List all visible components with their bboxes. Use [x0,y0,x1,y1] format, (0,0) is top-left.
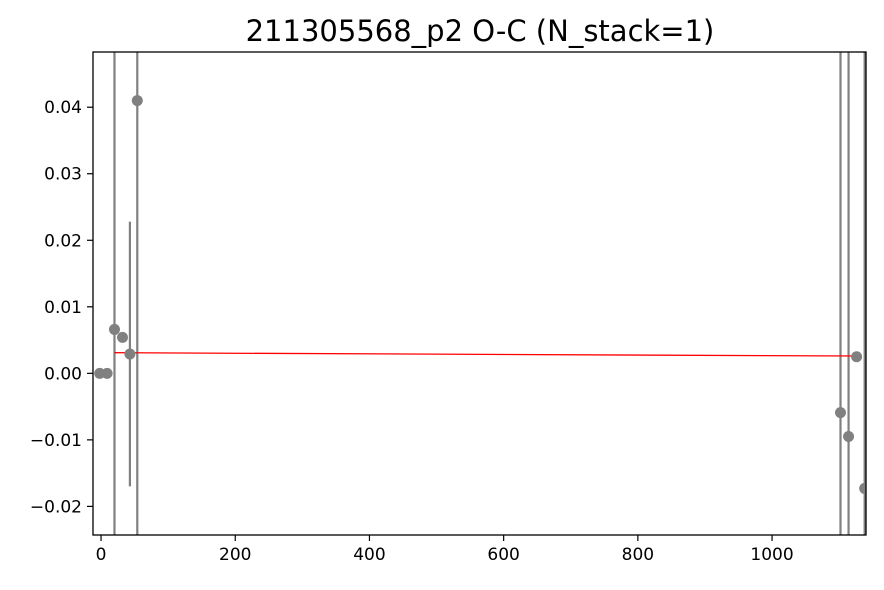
x-tick-label: 1000 [750,545,793,565]
x-tick-label: 0 [96,545,107,565]
x-tick-label: 200 [219,545,251,565]
y-tick-label: 0.02 [44,231,82,251]
fit-line [114,352,857,357]
plot-area [94,52,866,535]
data-point [117,331,129,343]
data-point [843,431,855,443]
axes-frame [92,51,867,536]
x-axis: 0 200 400 600 800 1000 [96,535,794,565]
y-tick-label: 0.04 [44,98,82,118]
data-point [835,407,847,419]
y-tick-label: 0.01 [44,298,82,318]
data-point [131,95,143,107]
data-point [124,348,136,360]
y-tick-label: 0.00 [44,364,82,384]
x-tick-label: 600 [487,545,519,565]
x-tick-label: 800 [622,545,654,565]
y-tick-label: −0.01 [30,431,82,451]
data-point [859,482,866,494]
y-tick-label: −0.02 [30,497,82,517]
data-point [108,323,120,335]
y-tick-label: 0.03 [44,165,82,185]
x-tick-label: 400 [353,545,385,565]
data-point [101,367,113,379]
y-axis: −0.02 −0.01 0.00 0.01 0.02 0.03 0.04 [30,98,93,517]
chart-title: 211305568_p2 O-C (N_stack=1) [246,14,715,48]
data-point [851,351,863,363]
